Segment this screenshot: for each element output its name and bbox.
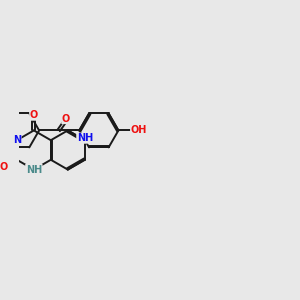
Text: O: O — [0, 162, 8, 172]
Text: O: O — [30, 110, 38, 120]
Text: NH: NH — [26, 165, 42, 175]
Text: OH: OH — [131, 125, 147, 135]
Text: NH: NH — [77, 133, 93, 143]
Text: N: N — [13, 135, 21, 145]
Text: O: O — [62, 113, 70, 124]
